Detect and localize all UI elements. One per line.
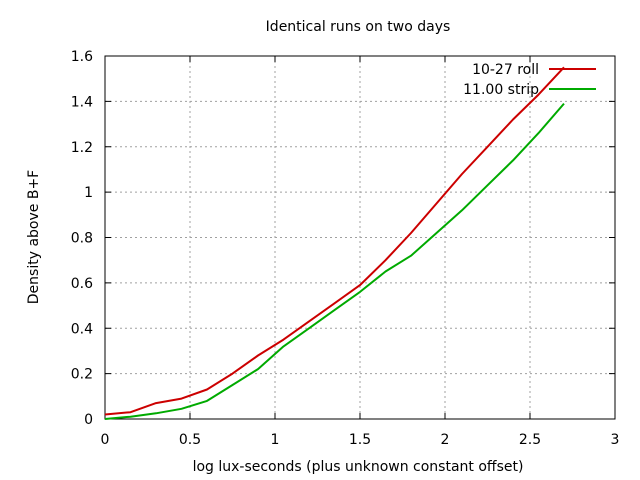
series-line-11-00-strip [104, 102, 565, 420]
y-tick-label: 1.6 [71, 49, 93, 65]
y-tick-label: 1 [84, 185, 93, 201]
grid [105, 56, 615, 419]
y-tick-label: 0 [84, 412, 93, 428]
chart-title: Identical runs on two days [266, 19, 451, 35]
x-tick-label: 2.5 [519, 432, 541, 448]
y-tick-label: 0.2 [71, 367, 93, 383]
y-tick-label: 1.2 [71, 140, 93, 156]
y-tick-label: 1.4 [71, 94, 93, 110]
series-lines [104, 66, 565, 420]
x-tick-label: 2 [441, 432, 450, 448]
y-tick-label: 0.8 [71, 231, 93, 247]
y-tick-label: 0.6 [71, 276, 93, 292]
y-axis-label: Density above B+F [26, 170, 42, 304]
legend: 10-27 roll 11.00 strip [463, 62, 596, 98]
x-axis-label: log lux-seconds (plus unknown constant o… [193, 459, 524, 475]
legend-label: 11.00 strip [463, 82, 539, 98]
axis-ticks: 0 0.5 1 1.5 2 2.5 3 0 0.2 0.4 0.6 0.8 1 1.2 1.4 1.6 [71, 49, 620, 448]
x-tick-label: 0.5 [179, 432, 201, 448]
y-tick-label: 0.4 [71, 321, 93, 337]
x-tick-label: 0 [101, 432, 110, 448]
series-line-10-27-roll [104, 66, 565, 416]
x-tick-label: 1 [271, 432, 280, 448]
legend-label: 10-27 roll [472, 62, 539, 78]
x-tick-label: 3 [611, 432, 620, 448]
x-tick-label: 1.5 [349, 432, 371, 448]
